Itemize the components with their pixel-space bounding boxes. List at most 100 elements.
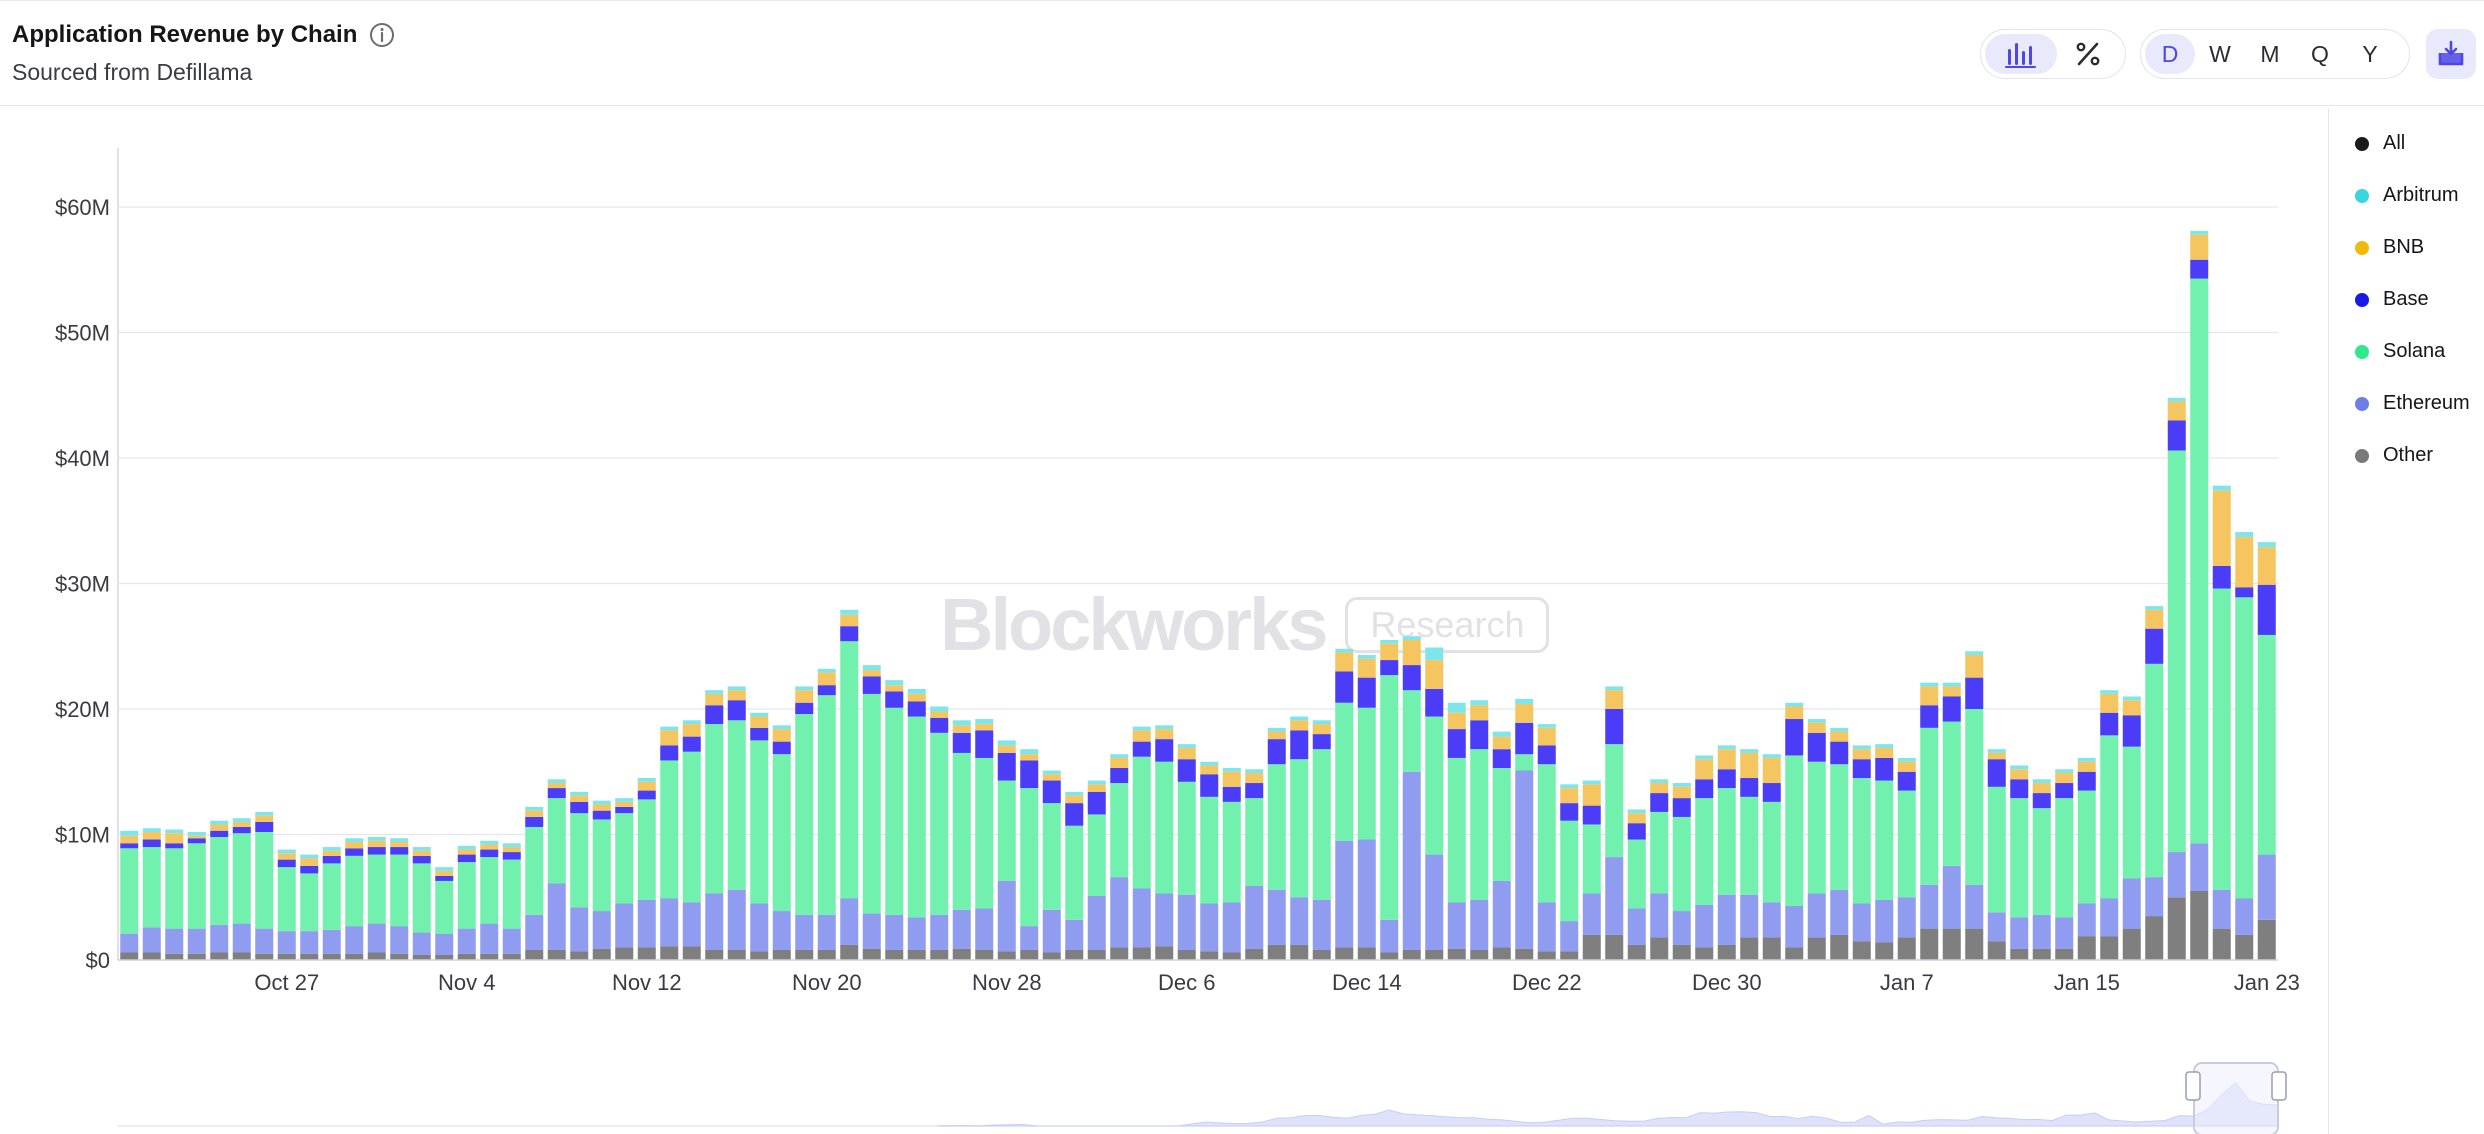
bar-solana: [1132, 756, 1151, 889]
bar-view-button[interactable]: [1985, 34, 2057, 74]
bar-solana: [457, 862, 476, 929]
bar-solana: [660, 760, 679, 899]
percent-view-button[interactable]: [2057, 34, 2119, 74]
legend-item-all[interactable]: All: [2355, 132, 2405, 155]
bar-arbitrum: [930, 706, 949, 712]
bar-arbitrum: [1920, 682, 1939, 687]
bar-ethereum: [1020, 926, 1039, 950]
period-w-button[interactable]: W: [2209, 40, 2231, 67]
bar-bnb: [1897, 761, 1916, 772]
bar-arbitrum: [1447, 702, 1466, 713]
bar-bnb: [975, 724, 994, 731]
bar-solana: [1222, 801, 1241, 903]
bar-other: [1785, 947, 1804, 960]
period-y-button[interactable]: Y: [2362, 40, 2378, 67]
bar-solana: [1312, 749, 1331, 900]
bar-base: [930, 717, 949, 733]
legend-item-bnb[interactable]: BNB: [2355, 236, 2424, 259]
bar-other: [1267, 944, 1286, 960]
legend-item-base[interactable]: Base: [2355, 288, 2429, 311]
bar-other: [255, 953, 274, 961]
legend-item-other[interactable]: Other: [2355, 444, 2433, 467]
bar-other: [1177, 949, 1196, 960]
bar-solana: [1807, 761, 1826, 894]
bar-arbitrum: [322, 847, 341, 851]
legend-dot: [2355, 136, 2369, 151]
bar-base: [2122, 715, 2141, 747]
chart-header: Application Revenue by Chain Sourced fro…: [0, 0, 2484, 106]
download-button[interactable]: [2426, 29, 2476, 79]
bar-arbitrum: [1065, 791, 1084, 796]
bar-arbitrum: [1650, 779, 1669, 784]
bar-other: [1807, 937, 1826, 960]
bar-solana: [345, 855, 364, 927]
bar-other: [772, 949, 791, 960]
legend-item-arbitrum[interactable]: Arbitrum: [2355, 184, 2459, 207]
x-tick-label: Dec 22: [1512, 970, 1582, 995]
bar-bnb: [1560, 788, 1579, 804]
x-tick-label: Nov 28: [972, 970, 1042, 995]
bar-arbitrum: [1042, 770, 1061, 775]
bar-bnb: [840, 614, 859, 627]
period-q-button[interactable]: Q: [2311, 40, 2329, 67]
bar-other: [480, 953, 499, 961]
bar-other: [2122, 928, 2141, 961]
bar-base: [2190, 259, 2209, 279]
bar-base: [2100, 712, 2119, 736]
bar-bnb: [1402, 639, 1421, 666]
bar-bnb: [997, 745, 1016, 753]
bar-bnb: [1515, 703, 1534, 723]
bar-solana: [772, 754, 791, 912]
bar-ethereum: [1222, 902, 1241, 953]
bar-base: [2077, 771, 2096, 791]
bar-arbitrum: [435, 867, 454, 871]
bar-base: [367, 847, 386, 855]
bar-ethereum: [1762, 902, 1781, 938]
bar-base: [1852, 759, 1871, 779]
bar-base: [772, 741, 791, 755]
bar-bnb: [1492, 736, 1511, 750]
bar-ethereum: [1447, 902, 1466, 949]
bar-base: [862, 676, 881, 694]
navigator-handle-left[interactable]: [2185, 1071, 2201, 1101]
bar-bnb: [1357, 658, 1376, 678]
bar-solana: [997, 780, 1016, 881]
bar-ethereum: [367, 923, 386, 953]
bar-arbitrum: [1312, 720, 1331, 725]
bar-arbitrum: [1807, 719, 1826, 723]
bar-arbitrum: [997, 740, 1016, 746]
period-m-button[interactable]: M: [2260, 40, 2280, 67]
period-d-button[interactable]: D: [2145, 34, 2195, 74]
bar-other: [705, 949, 724, 960]
bar-solana: [2032, 808, 2051, 915]
bar-solana: [682, 751, 701, 903]
legend-item-ethereum[interactable]: Ethereum: [2355, 392, 2470, 415]
bar-bnb: [772, 729, 791, 742]
legend-dot: [2355, 396, 2369, 411]
bar-other: [1830, 934, 1849, 960]
bar-arbitrum: [570, 791, 589, 796]
bar-arbitrum: [862, 665, 881, 671]
bar-other: [1357, 947, 1376, 960]
bar-solana: [570, 813, 589, 908]
bar-base: [1200, 774, 1219, 797]
bar-arbitrum: [1830, 727, 1849, 732]
info-icon[interactable]: [369, 22, 395, 48]
bar-other: [840, 944, 859, 960]
bar-ethereum: [1740, 894, 1759, 938]
bar-base: [705, 705, 724, 725]
bar-base: [1065, 803, 1084, 826]
bar-ethereum: [795, 914, 814, 950]
bar-bnb: [862, 670, 881, 677]
navigator-handle-right[interactable]: [2271, 1071, 2287, 1101]
bar-bnb: [1762, 757, 1781, 784]
bar-ethereum: [772, 911, 791, 950]
bar-bnb: [2077, 761, 2096, 772]
bar-other: [2010, 948, 2029, 961]
bar-base: [975, 730, 994, 758]
bar-other: [1020, 949, 1039, 960]
bar-arbitrum: [1177, 744, 1196, 748]
legend-item-solana[interactable]: Solana: [2355, 340, 2445, 363]
bar-solana: [1785, 755, 1804, 907]
bar-ethereum: [1605, 857, 1624, 935]
